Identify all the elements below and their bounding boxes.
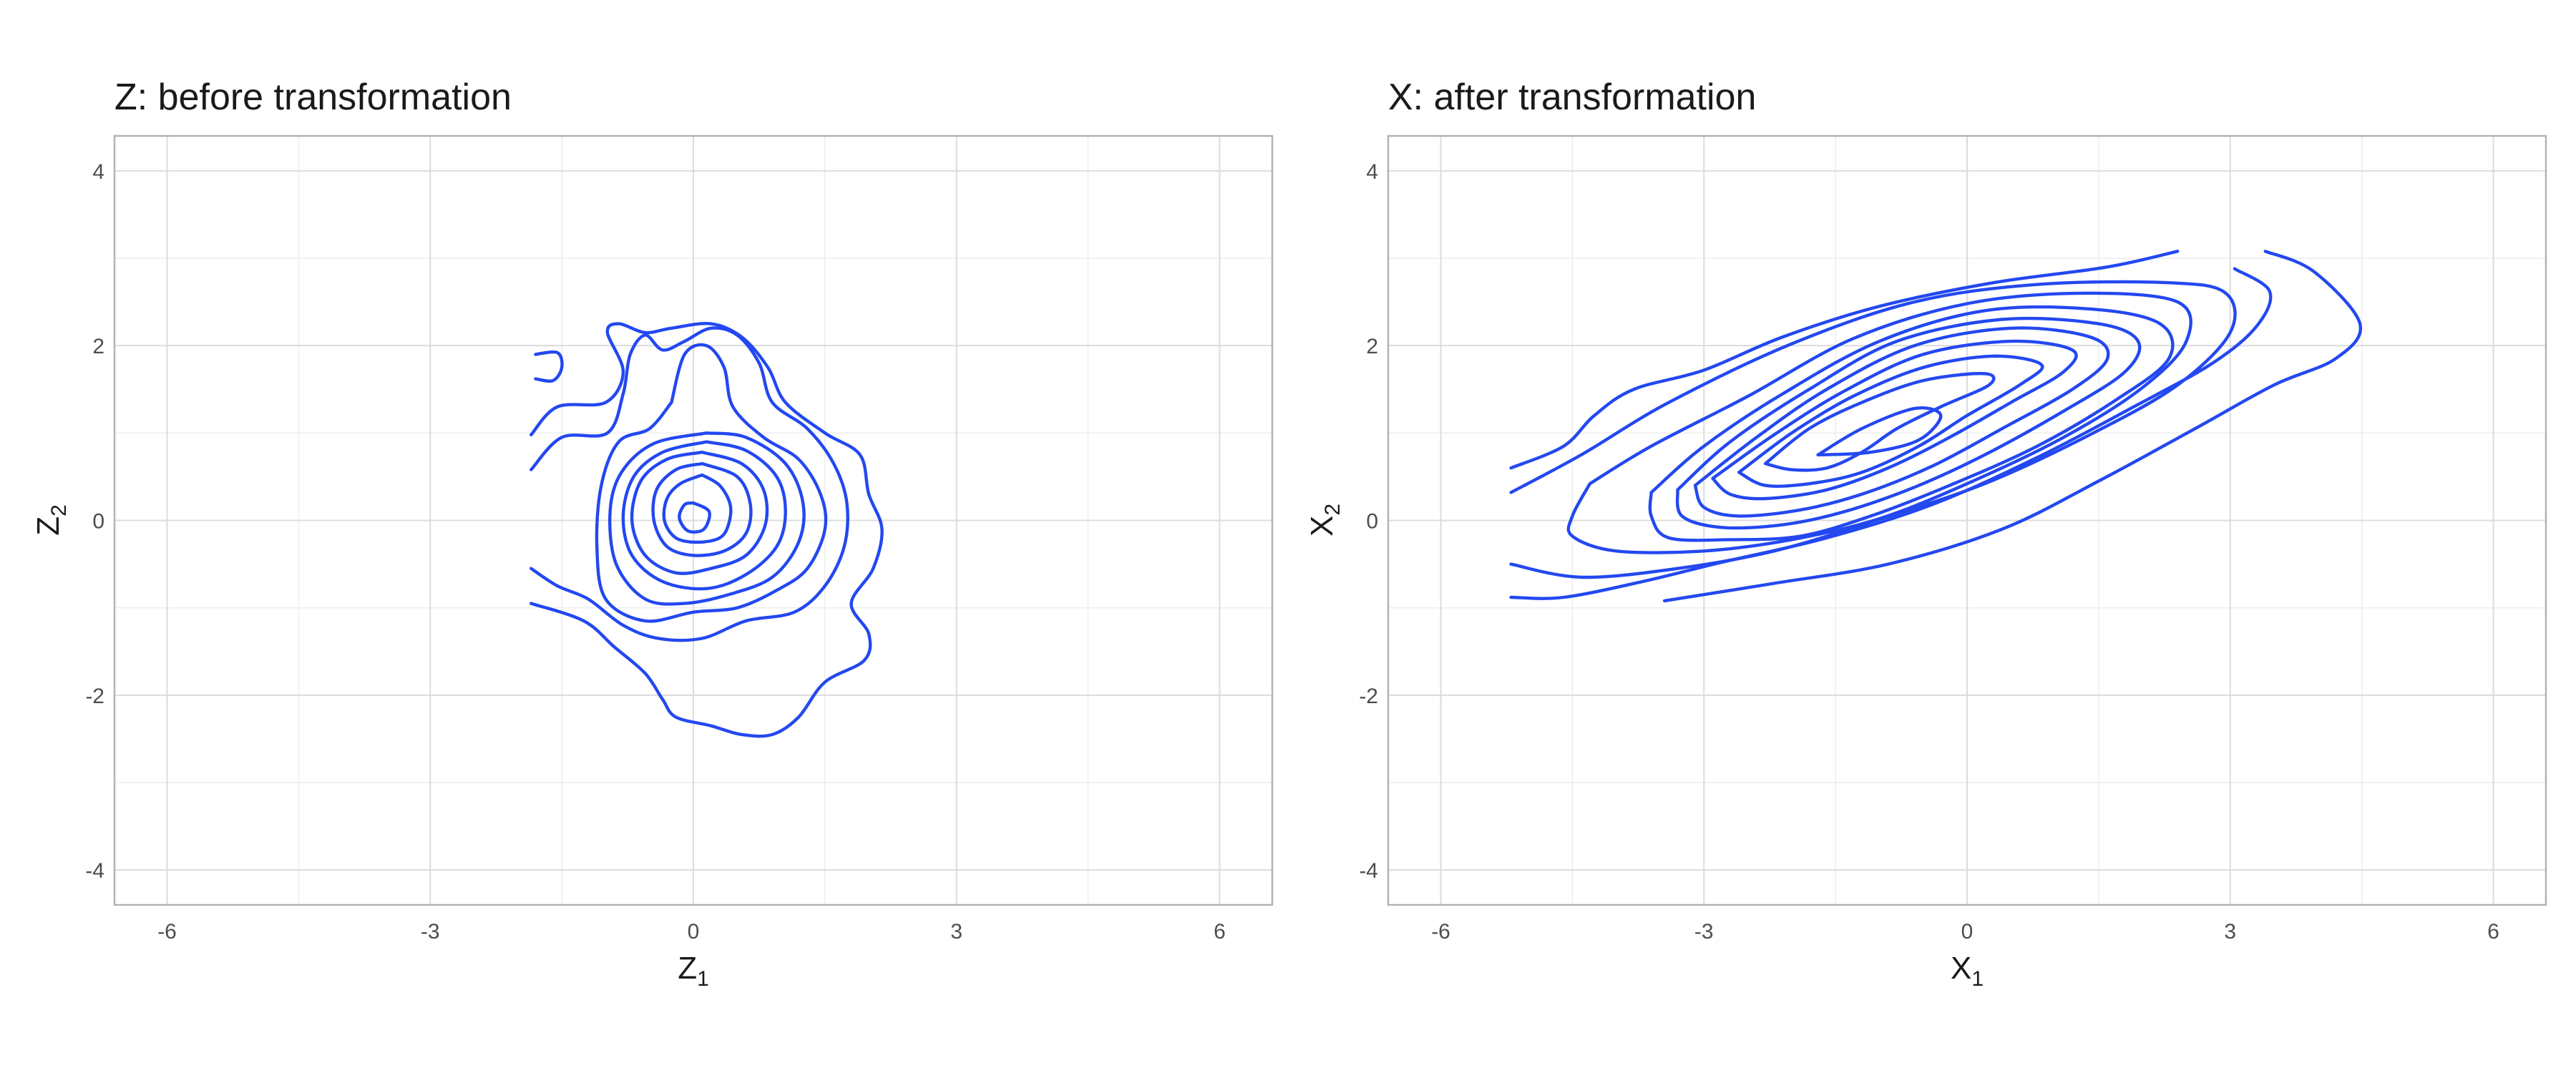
left-panel-contour-line	[651, 461, 753, 557]
left-panel-contour-line	[621, 440, 787, 591]
right-panel-x-axis-label: X1	[1951, 951, 1984, 991]
right-panel-contour-line	[1816, 406, 1943, 457]
left-panel-contour-line	[530, 326, 849, 642]
left-panel-y-tick-label: 4	[92, 160, 104, 184]
right-panel-contour-line	[1737, 354, 2044, 489]
left-panel-contour-line	[608, 431, 806, 606]
left-panel-y-axis-label: Z2	[31, 504, 71, 536]
left-panel-contour-line	[595, 343, 828, 623]
right-panel-x-tick-label: 3	[2224, 920, 2236, 944]
right-panel-contour-line	[1509, 267, 2273, 600]
right-panel-title: X: after transformation	[1388, 77, 1756, 118]
right-panel-contour-line	[1675, 316, 2142, 530]
left-panel-x-tick-label: 6	[1214, 920, 1226, 944]
left-panel-x-axis-label: Z1	[678, 951, 709, 991]
left-panel-x-ticks: -6 -3 0 3 6	[157, 920, 1226, 944]
left-panel-contour-line	[530, 322, 884, 738]
right-panel-x-tick-label: -3	[1694, 920, 1714, 944]
right-panel-contour-line	[1693, 326, 2110, 518]
left-panel-x-tick-label: -6	[157, 920, 177, 944]
left-panel-title: Z: before transformation	[114, 77, 512, 118]
left-panel-grid	[114, 136, 1272, 905]
right-panel-x-tick-label: 0	[1961, 920, 1974, 944]
right-panel-y-tick-label: 4	[1366, 160, 1378, 184]
left-panel-y-tick-label: -4	[85, 859, 104, 883]
right-panel-frame	[1387, 134, 2547, 906]
left-panel-frame	[113, 134, 1274, 906]
left-panel-y-tick-label: 2	[92, 335, 104, 358]
right-panel-contour-line	[1711, 339, 2078, 501]
right-panel-y-tick-label: 0	[1366, 510, 1378, 534]
right-panel-y-tick-label: 2	[1366, 335, 1378, 358]
right-panel-y-ticks: -4 -2 0 2 4	[1359, 160, 1378, 883]
left-panel-contours	[530, 322, 884, 738]
left-panel-x-tick-label: 3	[950, 920, 962, 944]
right-panel-contour-line	[1566, 291, 2192, 554]
right-panel-x-tick-label: -6	[1431, 920, 1450, 944]
left-panel-y-tick-label: -2	[85, 685, 104, 708]
left-panel-x-tick-label: -3	[421, 920, 440, 944]
right-panel: X: after transformation -6 -3 0 3 6 -4-2024 …	[1304, 77, 2547, 991]
right-panel-x-ticks: -6 -3 0 3 6	[1431, 920, 2499, 944]
left-panel: Z: before transformation -6 -3 0 3 6 -4 -2 0 2 4…	[31, 77, 1274, 991]
right-panel-y-tick-label: -4	[1359, 859, 1378, 883]
right-panel-grid	[1388, 136, 2546, 905]
left-panel-contour-line	[534, 350, 564, 383]
left-panel-contour-line	[678, 501, 711, 534]
left-panel-x-tick-label: 0	[688, 920, 700, 944]
right-panel-x-tick-label: 6	[2487, 920, 2499, 944]
right-panel-y-axis-label: X2	[1304, 504, 1345, 536]
right-panel-contour-line	[1662, 250, 2363, 603]
left-panel-contour-line	[630, 451, 769, 575]
right-panel-contour-line	[1648, 305, 2175, 542]
right-panel-contour-line	[1509, 280, 2237, 579]
right-panel-y-tick-label: -2	[1359, 685, 1378, 708]
right-panel-contour-line	[1763, 371, 1996, 472]
left-panel-y-tick-label: 0	[92, 510, 104, 534]
right-panel-contour-line	[1509, 250, 2180, 470]
left-panel-y-ticks: -4 -2 0 2 4	[85, 160, 104, 883]
right-panel-contours	[1509, 250, 2363, 603]
left-panel-contour-line	[662, 473, 733, 544]
